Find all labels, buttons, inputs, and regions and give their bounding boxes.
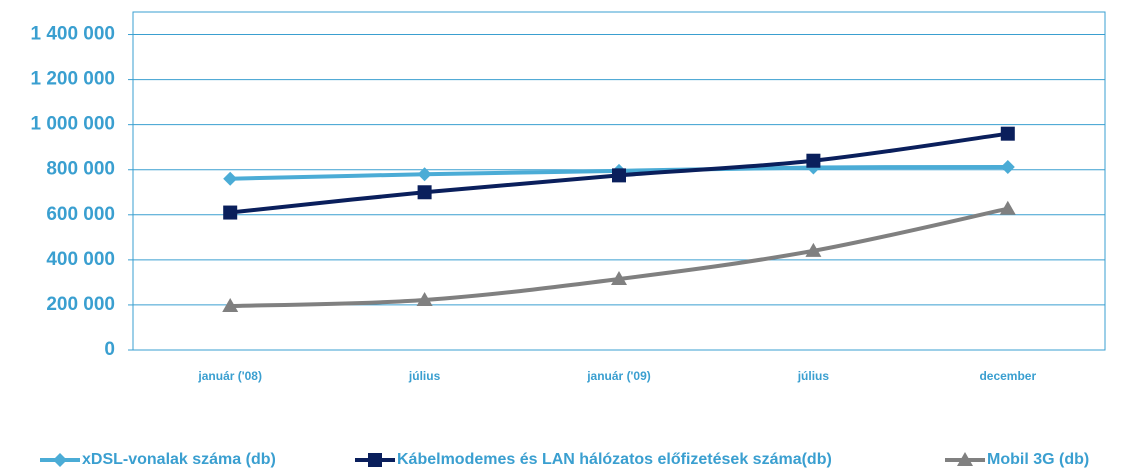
point — [417, 167, 432, 182]
y-tick-label: 200 000 — [46, 294, 115, 315]
point — [223, 205, 238, 220]
series-line — [230, 206, 1009, 309]
legend-label: xDSL-vonalak száma (db) — [82, 451, 276, 468]
point — [1000, 160, 1015, 175]
x-tick-label: december — [979, 369, 1036, 383]
legend-marker — [368, 453, 382, 467]
y-tick-label: 1 000 000 — [30, 114, 115, 135]
y-tick-label: 0 — [104, 339, 115, 360]
x-tick-label: január ('08) — [197, 369, 262, 383]
x-tick-label: július — [797, 369, 830, 383]
y-tick-label: 800 000 — [46, 159, 115, 180]
y-tick-label: 1 200 000 — [30, 69, 115, 90]
x-tick-label: január ('09) — [586, 369, 651, 383]
legend-label: Mobil 3G (db) — [987, 451, 1089, 468]
legend-marker — [53, 453, 67, 467]
point — [222, 298, 239, 313]
y-tick-label: 1 400 000 — [30, 24, 115, 45]
y-tick-label: 600 000 — [46, 204, 115, 225]
point — [612, 168, 626, 183]
point — [416, 291, 433, 306]
point — [805, 242, 822, 257]
legend-label: Kábelmodemes és LAN hálózatos előfizetés… — [397, 451, 832, 468]
point — [611, 271, 627, 286]
point — [806, 153, 821, 168]
point — [223, 171, 238, 186]
point — [999, 200, 1016, 215]
x-tick-label: július — [408, 369, 441, 383]
point — [417, 185, 432, 200]
point — [1000, 126, 1015, 141]
y-tick-label: 400 000 — [46, 249, 115, 270]
legend-marker — [957, 452, 973, 466]
